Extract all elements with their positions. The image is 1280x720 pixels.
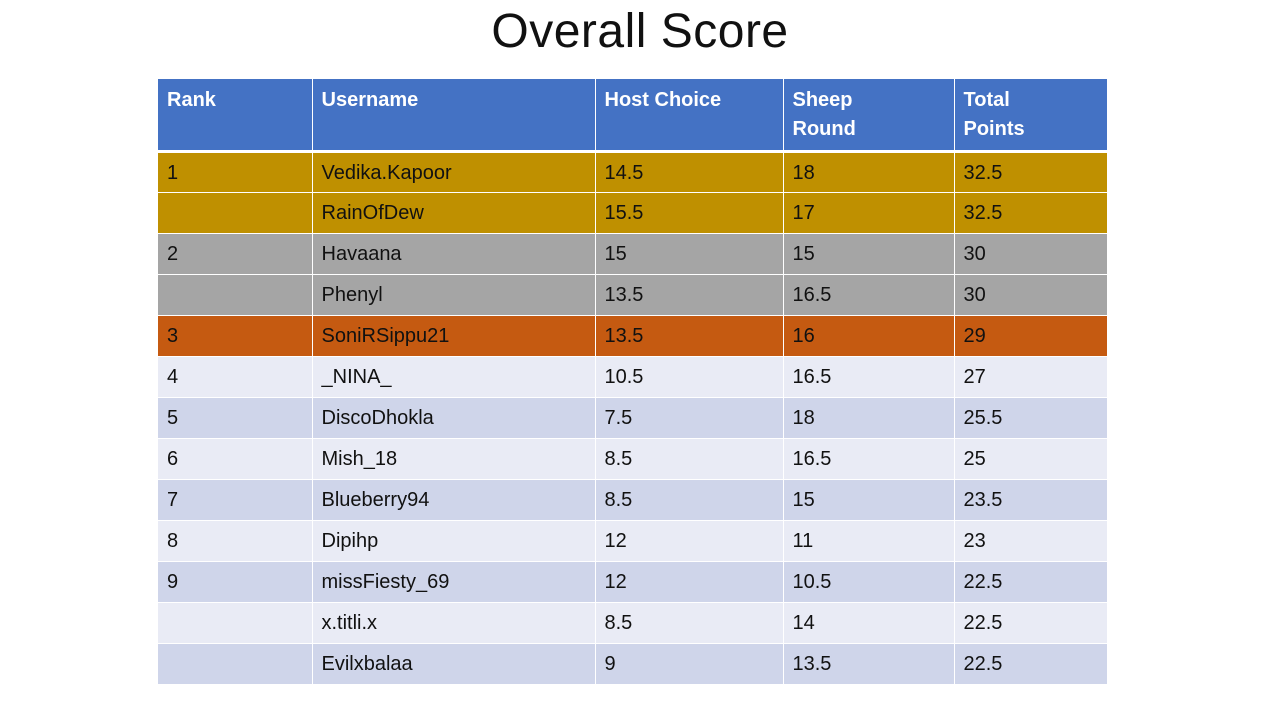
cell-total-points: 23	[954, 520, 1107, 562]
cell-host-choice: 13.5	[595, 274, 784, 316]
cell-username: _NINA_	[312, 356, 596, 398]
cell-username: Blueberry94	[312, 479, 596, 521]
table-row: 9 missFiesty_69 12 10.5 22.5	[158, 561, 1107, 603]
cell-sheep-round: 13.5	[783, 643, 955, 685]
cell-rank: 2	[158, 233, 313, 275]
cell-username: Evilxbalaa	[312, 643, 596, 685]
cell-sheep-round: 10.5	[783, 561, 955, 603]
cell-total-points: 25	[954, 438, 1107, 480]
cell-rank	[158, 643, 313, 685]
cell-username: SoniRSippu21	[312, 315, 596, 357]
cell-sheep-round: 16.5	[783, 274, 955, 316]
cell-sheep-round: 18	[783, 151, 955, 193]
cell-sheep-round: 16.5	[783, 356, 955, 398]
cell-username: Phenyl	[312, 274, 596, 316]
cell-host-choice: 15	[595, 233, 784, 275]
table-row: RainOfDew 15.5 17 32.5	[158, 192, 1107, 234]
cell-sheep-round: 16.5	[783, 438, 955, 480]
cell-rank	[158, 192, 313, 234]
cell-rank: 3	[158, 315, 313, 357]
cell-host-choice: 12	[595, 520, 784, 562]
cell-rank: 1	[158, 151, 313, 193]
cell-total-points: 22.5	[954, 643, 1107, 685]
cell-host-choice: 15.5	[595, 192, 784, 234]
cell-username: Havaana	[312, 233, 596, 275]
cell-username: x.titli.x	[312, 602, 596, 644]
cell-host-choice: 12	[595, 561, 784, 603]
page-title: Overall Score	[491, 5, 789, 58]
cell-total-points: 30	[954, 233, 1107, 275]
header-host-choice: Host Choice	[595, 79, 784, 153]
cell-sheep-round: 17	[783, 192, 955, 234]
cell-host-choice: 7.5	[595, 397, 784, 439]
cell-host-choice: 8.5	[595, 602, 784, 644]
cell-host-choice: 9	[595, 643, 784, 685]
table-row: 3 SoniRSippu21 13.5 16 29	[158, 315, 1107, 357]
table-row: 5 DiscoDhokla 7.5 18 25.5	[158, 397, 1107, 439]
cell-rank: 6	[158, 438, 313, 480]
cell-total-points: 23.5	[954, 479, 1107, 521]
cell-sheep-round: 14	[783, 602, 955, 644]
cell-total-points: 30	[954, 274, 1107, 316]
table-row: 6 Mish_18 8.5 16.5 25	[158, 438, 1107, 480]
header-username: Username	[312, 79, 596, 153]
cell-rank: 7	[158, 479, 313, 521]
cell-username: RainOfDew	[312, 192, 596, 234]
cell-rank	[158, 274, 313, 316]
cell-total-points: 25.5	[954, 397, 1107, 439]
cell-host-choice: 8.5	[595, 438, 784, 480]
table-row: 4 _NINA_ 10.5 16.5 27	[158, 356, 1107, 398]
cell-rank: 9	[158, 561, 313, 603]
cell-sheep-round: 15	[783, 233, 955, 275]
header-sheep-round: Sheep Round	[783, 79, 955, 153]
table-row: Phenyl 13.5 16.5 30	[158, 274, 1107, 316]
cell-rank: 8	[158, 520, 313, 562]
header-rank: Rank	[158, 79, 313, 153]
cell-rank: 5	[158, 397, 313, 439]
cell-total-points: 27	[954, 356, 1107, 398]
cell-sheep-round: 15	[783, 479, 955, 521]
cell-host-choice: 10.5	[595, 356, 784, 398]
cell-sheep-round: 16	[783, 315, 955, 357]
cell-rank: 4	[158, 356, 313, 398]
cell-total-points: 22.5	[954, 561, 1107, 603]
cell-host-choice: 13.5	[595, 315, 784, 357]
cell-total-points: 32.5	[954, 151, 1107, 193]
cell-username: DiscoDhokla	[312, 397, 596, 439]
header-row: Rank Username Host Choice Sheep Round Tot…	[158, 79, 1107, 153]
score-table: Rank Username Host Choice Sheep Round Tot…	[158, 79, 1107, 685]
table-row: 8 Dipihp 12 11 23	[158, 520, 1107, 562]
cell-host-choice: 8.5	[595, 479, 784, 521]
table-row: x.titli.x 8.5 14 22.5	[158, 602, 1107, 644]
cell-total-points: 29	[954, 315, 1107, 357]
cell-username: Dipihp	[312, 520, 596, 562]
cell-username: Vedika.Kapoor	[312, 151, 596, 193]
cell-sheep-round: 11	[783, 520, 955, 562]
table-row: 1 Vedika.Kapoor 14.5 18 32.5	[158, 151, 1107, 193]
cell-username: Mish_18	[312, 438, 596, 480]
cell-username: missFiesty_69	[312, 561, 596, 603]
header-total-points: Total Points	[954, 79, 1107, 153]
cell-total-points: 22.5	[954, 602, 1107, 644]
table-row: Evilxbalaa 9 13.5 22.5	[158, 643, 1107, 685]
cell-host-choice: 14.5	[595, 151, 784, 193]
cell-total-points: 32.5	[954, 192, 1107, 234]
table-row: 2 Havaana 15 15 30	[158, 233, 1107, 275]
cell-rank	[158, 602, 313, 644]
table-row: 7 Blueberry94 8.5 15 23.5	[158, 479, 1107, 521]
cell-sheep-round: 18	[783, 397, 955, 439]
